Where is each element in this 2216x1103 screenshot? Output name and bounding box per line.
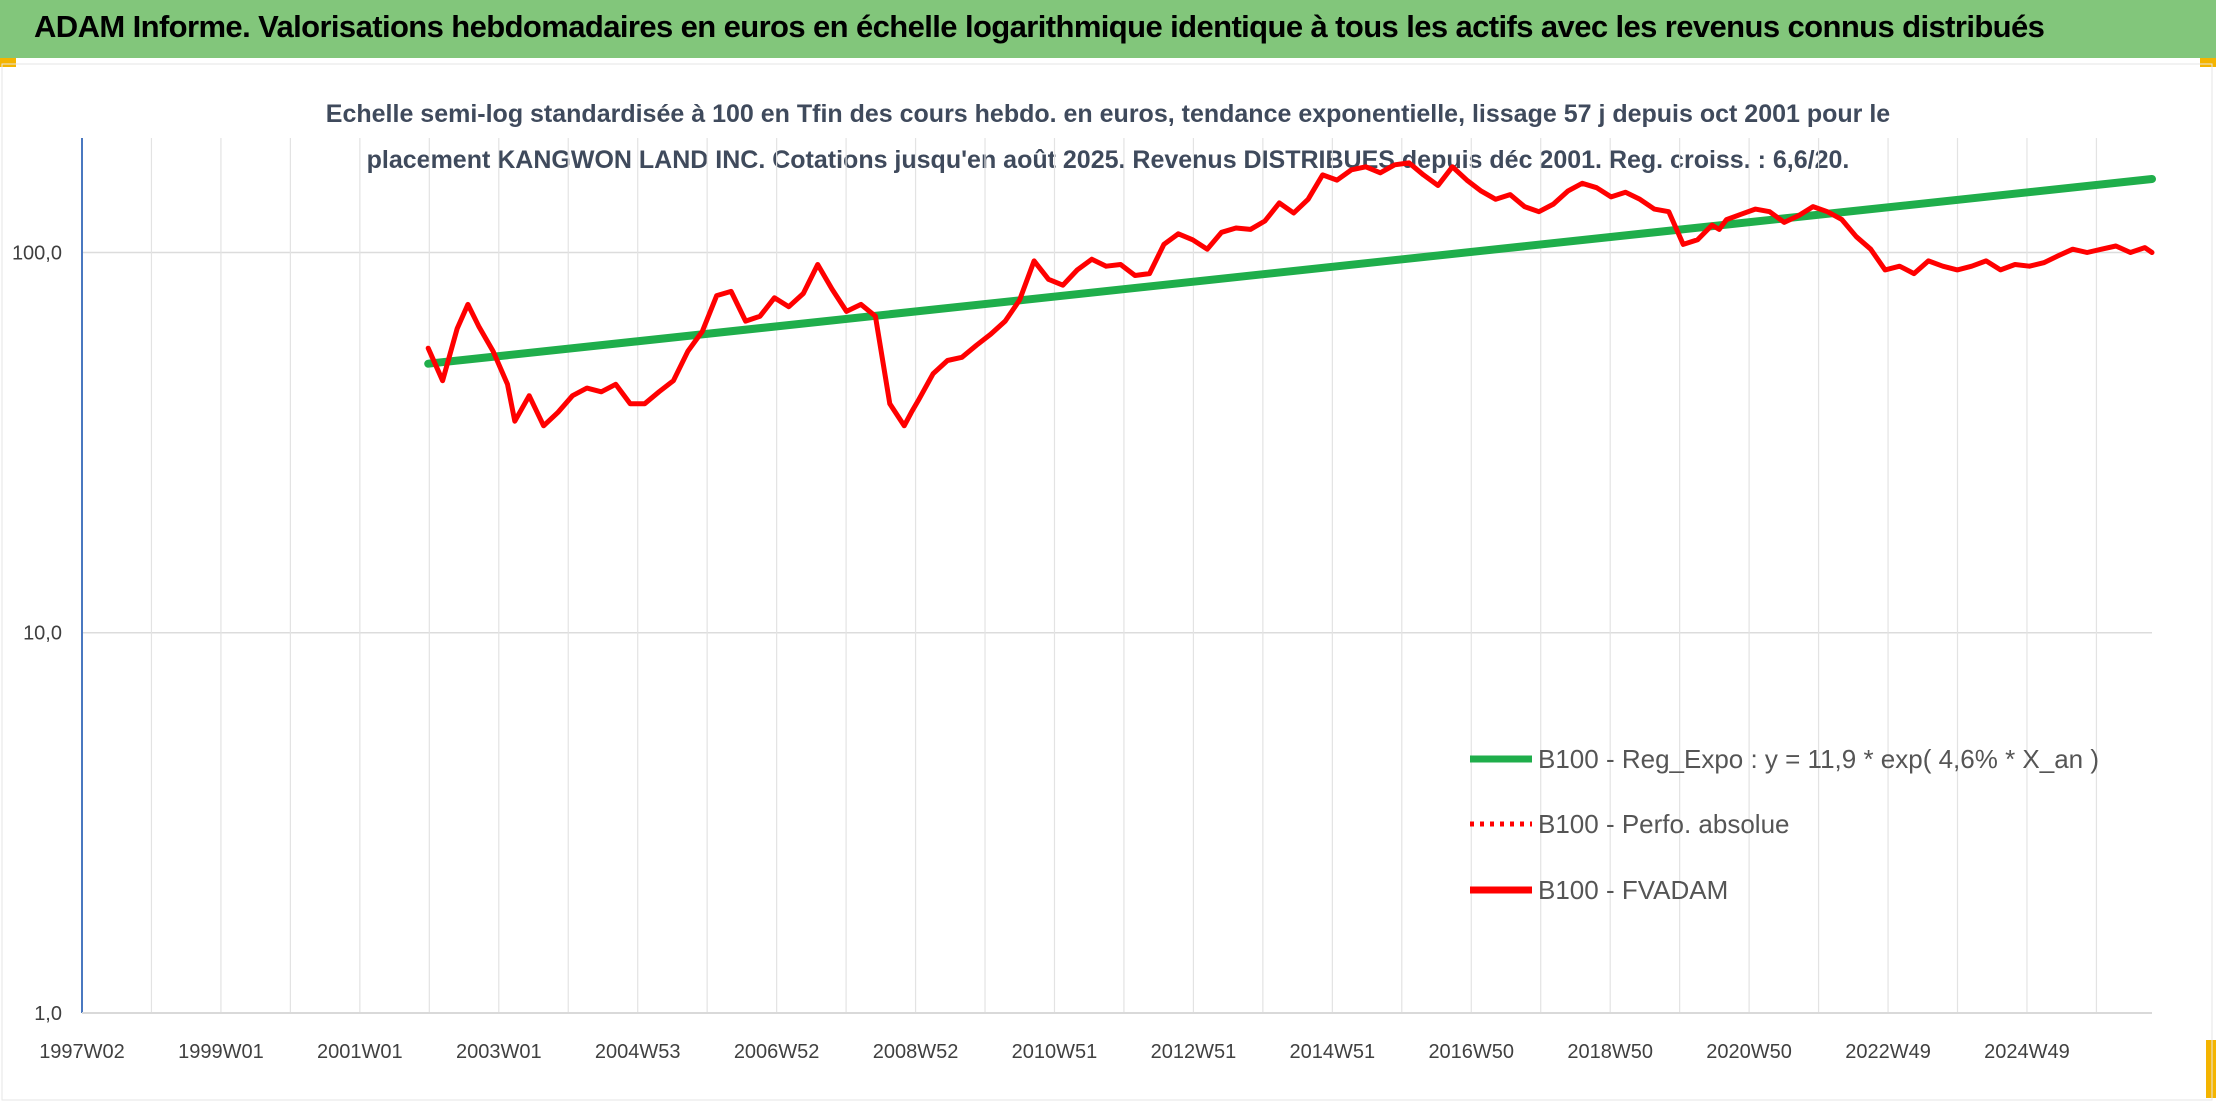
report-banner: ADAM Informe. Valorisations hebdomadaire… <box>0 0 2216 58</box>
x-tick-label: 2004W53 <box>595 1041 681 1063</box>
y-tick-label: 100,0 <box>12 242 62 264</box>
report-title: ADAM Informe. Valorisations hebdomadaire… <box>34 9 2045 44</box>
chart-subtitle-line2: placement KANGWON LAND INC. Cotations ju… <box>367 146 1850 174</box>
x-tick-label: 2012W51 <box>1151 1041 1237 1063</box>
legend: B100 - Reg_Expo : y = 11,9 * exp( 4,6% *… <box>1470 744 2099 905</box>
x-tick-label: 2018W50 <box>1567 1041 1653 1063</box>
x-tick-label: 2001W01 <box>317 1041 403 1063</box>
x-tick-label: 2008W52 <box>873 1041 959 1063</box>
legend-label: B100 - FVADAM <box>1538 875 1728 905</box>
x-tick-label: 2003W01 <box>456 1041 542 1063</box>
legend-label: B100 - Perfo. absolue <box>1538 809 1790 839</box>
y-tick-label: 1,0 <box>34 1003 62 1025</box>
corner-mark-top-left <box>0 58 16 67</box>
x-tick-label: 2016W50 <box>1428 1041 1514 1063</box>
x-tick-label: 2020W50 <box>1706 1041 1792 1063</box>
legend-label: B100 - Reg_Expo : y = 11,9 * exp( 4,6% *… <box>1538 744 2099 774</box>
x-tick-label: 2024W49 <box>1984 1041 2070 1063</box>
x-tick-label: 1997W02 <box>39 1041 125 1063</box>
series-line-reg-expo <box>424 175 2156 368</box>
x-tick-label: 2022W49 <box>1845 1041 1931 1063</box>
tick-labels: 100,0 10,0 1,0 1997W02 1999W01 2001W01 2003W01… <box>12 242 2070 1063</box>
corner-mark-top-right <box>2200 58 2216 67</box>
corner-mark-bottom-right <box>2206 1040 2216 1098</box>
x-tick-label: 2010W51 <box>1012 1041 1098 1063</box>
x-tick-label: 2006W52 <box>734 1041 820 1063</box>
chart-subtitle-line1: Echelle semi-log standardisée à 100 en T… <box>326 100 1891 128</box>
axes <box>81 138 2152 1014</box>
series-lines <box>424 160 2156 429</box>
x-tick-label: 1999W01 <box>178 1041 264 1063</box>
x-tick-label: 2014W51 <box>1290 1041 1376 1063</box>
chart-border <box>1 63 2213 1101</box>
gridlines <box>82 138 2152 1014</box>
y-tick-label: 10,0 <box>23 623 62 645</box>
series-line-fvadam <box>425 160 2155 429</box>
